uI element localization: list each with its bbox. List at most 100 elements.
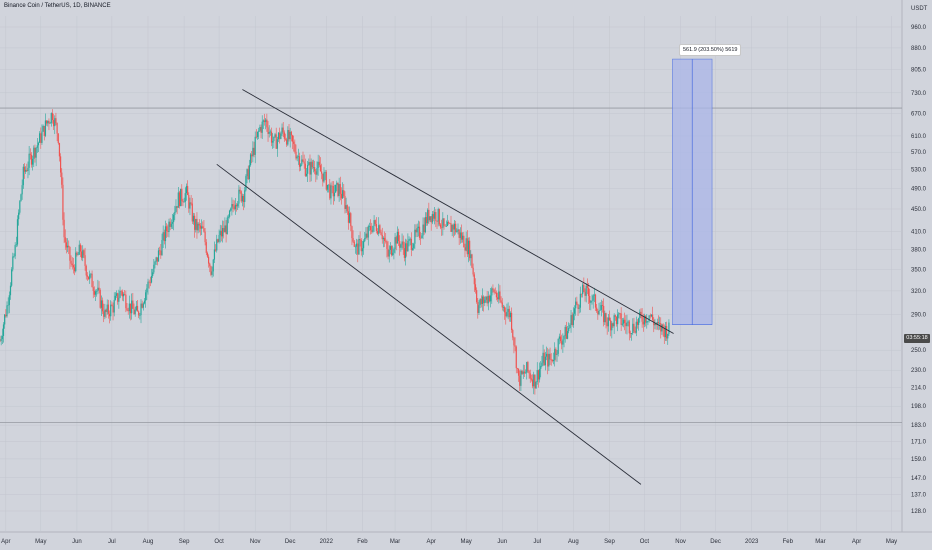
candle-body bbox=[249, 154, 252, 166]
candle-body bbox=[311, 161, 313, 168]
candle-body bbox=[206, 252, 209, 257]
candle-body bbox=[253, 147, 255, 155]
candle-body bbox=[486, 296, 488, 304]
candle-body bbox=[575, 301, 577, 309]
candle-body bbox=[359, 238, 361, 241]
candle-body bbox=[490, 295, 492, 302]
x-tick-label: 2022 bbox=[320, 539, 334, 545]
candle-body bbox=[284, 138, 287, 140]
candle-body bbox=[286, 139, 288, 145]
candle-body bbox=[351, 226, 353, 239]
candle-body bbox=[589, 295, 591, 303]
candle-body bbox=[603, 305, 605, 323]
candle-body bbox=[113, 299, 115, 313]
candle-body bbox=[209, 263, 211, 267]
candle-body bbox=[504, 307, 506, 313]
candle-body bbox=[118, 297, 120, 302]
candle-body bbox=[290, 131, 292, 136]
candle-body bbox=[4, 314, 6, 325]
candle-body bbox=[375, 224, 378, 232]
candle-body bbox=[79, 244, 82, 252]
candle-body bbox=[624, 319, 626, 323]
candle-body bbox=[317, 161, 319, 169]
candle-body bbox=[591, 300, 593, 302]
candle-body bbox=[287, 130, 289, 145]
candle-body bbox=[239, 189, 241, 192]
candle-body bbox=[199, 225, 202, 229]
candle-body bbox=[580, 293, 583, 295]
candle-body bbox=[315, 171, 317, 175]
candle-body bbox=[428, 209, 430, 221]
y-tick-label: 230.0 bbox=[911, 368, 927, 374]
candle-body bbox=[538, 369, 541, 380]
candle-body bbox=[205, 242, 207, 253]
candle-body bbox=[551, 359, 553, 362]
upper-trendline bbox=[242, 89, 674, 334]
candle-body bbox=[142, 303, 144, 308]
x-tick-label: Mar bbox=[390, 539, 400, 545]
candle-body bbox=[50, 113, 52, 124]
candle-body bbox=[145, 292, 147, 301]
candle-body bbox=[194, 215, 196, 230]
candle-body bbox=[112, 305, 114, 313]
candle-body bbox=[333, 192, 336, 197]
candle-body bbox=[5, 314, 7, 317]
candle-body bbox=[344, 195, 346, 209]
candle-body bbox=[190, 202, 192, 204]
candle-body bbox=[404, 243, 407, 258]
candle-body bbox=[548, 353, 550, 367]
candle-body bbox=[11, 269, 13, 286]
candle-body bbox=[392, 252, 394, 256]
candle-body bbox=[342, 190, 344, 199]
candle-body bbox=[28, 153, 30, 168]
x-tick-label: Jul bbox=[533, 539, 541, 545]
candle-body bbox=[220, 230, 223, 237]
candle-body bbox=[380, 232, 382, 235]
candle-body bbox=[509, 312, 512, 318]
y-tick-label: 128.0 bbox=[911, 509, 927, 515]
candle-body bbox=[350, 213, 352, 227]
candle-body bbox=[417, 226, 419, 229]
candle-body bbox=[427, 209, 429, 224]
candle-body bbox=[131, 300, 133, 314]
candle-body bbox=[324, 171, 326, 173]
candle-body bbox=[34, 147, 36, 158]
candle-body bbox=[252, 147, 254, 157]
candle-body bbox=[437, 208, 439, 222]
candle-body bbox=[640, 311, 642, 316]
candle-body bbox=[521, 370, 523, 374]
candle-body bbox=[573, 308, 576, 314]
candle-body bbox=[552, 359, 555, 362]
candle-body bbox=[627, 321, 629, 323]
y-tick-label: 730.0 bbox=[911, 91, 927, 97]
candle-body bbox=[596, 307, 598, 311]
candle-body bbox=[65, 242, 68, 248]
candle-body bbox=[59, 156, 62, 173]
candle-body bbox=[424, 217, 426, 233]
candle-body bbox=[643, 315, 646, 325]
x-tick-label: Oct bbox=[640, 539, 650, 545]
candle-body bbox=[279, 132, 281, 139]
candle-body bbox=[467, 240, 470, 255]
candle-body bbox=[191, 203, 193, 222]
candle-body bbox=[410, 238, 412, 250]
candle-body bbox=[406, 243, 408, 252]
candle-body bbox=[159, 250, 161, 252]
candle-body bbox=[101, 300, 104, 312]
candle-body bbox=[543, 352, 545, 366]
candle-body bbox=[390, 246, 393, 256]
candle-body bbox=[347, 211, 350, 223]
candle-body bbox=[445, 226, 447, 227]
candle-body bbox=[244, 190, 246, 202]
candle-body bbox=[300, 164, 302, 167]
candle-body bbox=[517, 368, 520, 376]
candle-body bbox=[138, 311, 140, 316]
candle-body bbox=[201, 226, 203, 229]
candle-body bbox=[470, 254, 472, 259]
candle-body bbox=[614, 315, 616, 317]
candle-body bbox=[57, 133, 59, 144]
candle-body bbox=[162, 232, 164, 241]
candle-body bbox=[204, 231, 206, 243]
candle-body bbox=[650, 314, 653, 317]
candle-body bbox=[9, 285, 12, 296]
